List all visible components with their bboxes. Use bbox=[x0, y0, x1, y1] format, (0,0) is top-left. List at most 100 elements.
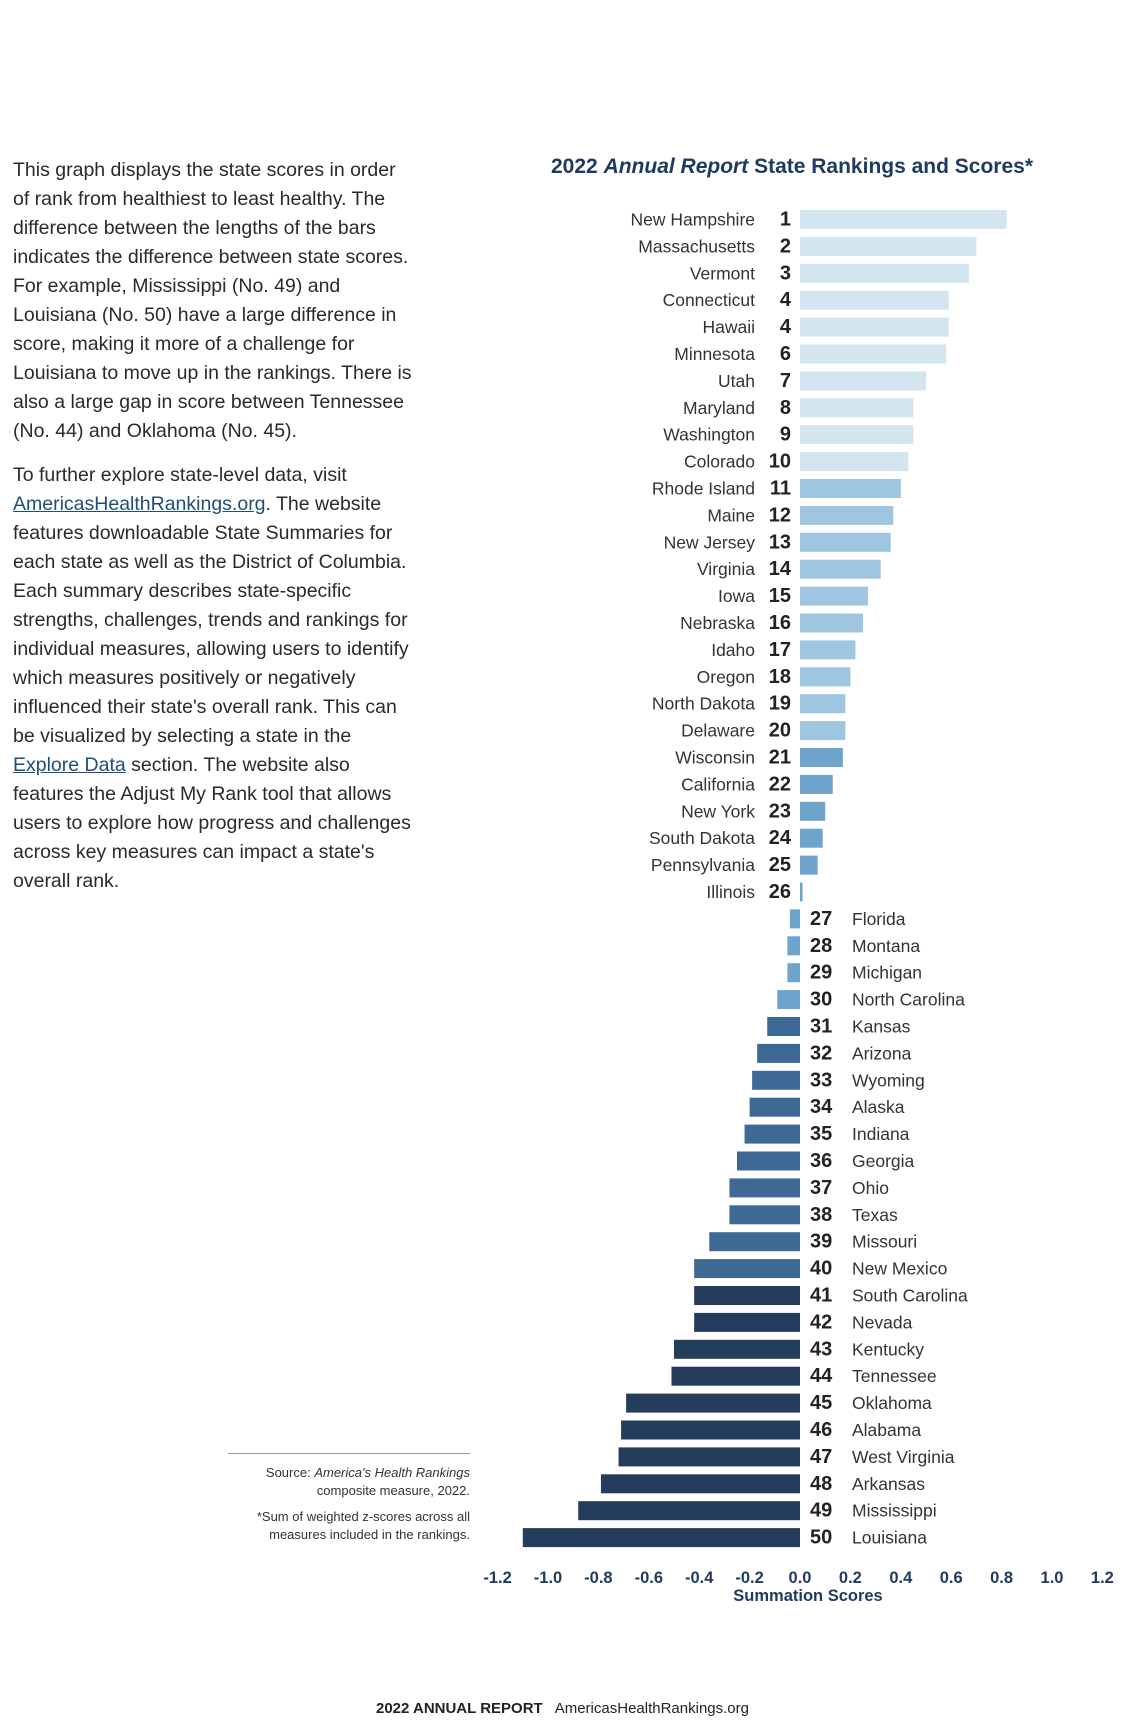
bar bbox=[800, 721, 846, 741]
rank-label: 43 bbox=[810, 1338, 832, 1360]
rank-label: 35 bbox=[810, 1123, 832, 1145]
state-label: Nevada bbox=[852, 1312, 913, 1332]
bar bbox=[800, 371, 926, 391]
state-label: New York bbox=[681, 801, 755, 821]
bar bbox=[789, 909, 800, 929]
state-label: Oregon bbox=[697, 667, 755, 687]
rank-label: 33 bbox=[810, 1069, 832, 1091]
state-label: Georgia bbox=[852, 1151, 915, 1171]
bar bbox=[522, 1528, 800, 1548]
chart-title-pre: 2022 bbox=[551, 155, 604, 178]
bar bbox=[618, 1447, 800, 1467]
bar bbox=[767, 1017, 800, 1036]
state-label: Hawaii bbox=[702, 317, 755, 337]
rank-label: 1 bbox=[780, 209, 791, 231]
state-label: South Dakota bbox=[649, 828, 755, 848]
state-label: Minnesota bbox=[674, 344, 755, 364]
chart-title: 2022 Annual Report State Rankings and Sc… bbox=[551, 155, 1033, 179]
state-label: Montana bbox=[852, 936, 920, 956]
x-tick-label: 0.0 bbox=[789, 1569, 812, 1587]
chart-title-post: State Rankings and Scores* bbox=[748, 155, 1033, 178]
state-label: Alabama bbox=[852, 1420, 921, 1440]
x-tick-label: 0.2 bbox=[839, 1569, 862, 1587]
rank-label: 12 bbox=[769, 504, 791, 526]
state-label: Kansas bbox=[852, 1017, 911, 1037]
bar bbox=[757, 1043, 800, 1063]
bar bbox=[600, 1474, 800, 1494]
bar bbox=[800, 586, 869, 606]
rank-label: 48 bbox=[810, 1473, 832, 1495]
rank-label: 17 bbox=[769, 639, 791, 661]
source-label: Source: bbox=[265, 1465, 315, 1480]
state-label: Oklahoma bbox=[852, 1393, 932, 1413]
rank-label: 16 bbox=[769, 612, 791, 634]
rank-label: 42 bbox=[810, 1311, 832, 1333]
state-label: Florida bbox=[852, 909, 906, 929]
rank-label: 24 bbox=[769, 827, 792, 849]
state-label: Indiana bbox=[852, 1124, 910, 1144]
state-label: Maryland bbox=[683, 398, 755, 418]
state-label: Texas bbox=[852, 1205, 898, 1225]
bar bbox=[800, 828, 823, 848]
rank-label: 40 bbox=[810, 1258, 832, 1280]
x-tick-label: 0.4 bbox=[889, 1569, 913, 1587]
bar bbox=[578, 1501, 800, 1521]
rank-label: 22 bbox=[769, 773, 791, 795]
americas-health-rankings-link[interactable]: AmericasHealthRankings.org bbox=[13, 493, 266, 515]
bar bbox=[694, 1286, 800, 1305]
intro-p2-text-b: . The website features downloadable Stat… bbox=[13, 493, 409, 747]
bar bbox=[800, 855, 818, 875]
rank-label: 6 bbox=[780, 343, 791, 365]
rank-label: 18 bbox=[769, 666, 791, 688]
bar bbox=[737, 1151, 800, 1171]
x-axis-label: Summation Scores bbox=[733, 1587, 882, 1605]
source-name: America's Health Rankings bbox=[314, 1465, 470, 1480]
rank-label: 11 bbox=[770, 478, 791, 500]
state-label: Delaware bbox=[681, 721, 755, 741]
source-note: Source: America's Health Rankings composi… bbox=[200, 1464, 470, 1552]
bar bbox=[621, 1420, 800, 1440]
state-label: West Virginia bbox=[852, 1447, 955, 1467]
bar bbox=[752, 1070, 800, 1090]
state-label: California bbox=[681, 774, 755, 794]
intro-paragraph-2: To further explore state-level data, vis… bbox=[13, 461, 413, 896]
page-footer: 2022 ANNUAL REPORT AmericasHealthRankings… bbox=[0, 1700, 1125, 1717]
state-label: Connecticut bbox=[663, 290, 756, 310]
state-label: Alaska bbox=[852, 1097, 905, 1117]
source-line: Source: America's Health Rankings composi… bbox=[200, 1464, 470, 1500]
source-divider bbox=[228, 1453, 470, 1454]
state-label: Mississippi bbox=[852, 1501, 937, 1521]
state-label: Maine bbox=[707, 505, 755, 525]
bar bbox=[729, 1178, 800, 1198]
rank-label: 23 bbox=[769, 800, 791, 822]
footer-url: AmericasHealthRankings.org bbox=[554, 1700, 749, 1717]
rank-label: 21 bbox=[769, 747, 791, 769]
state-label: Ohio bbox=[852, 1178, 889, 1198]
bar bbox=[800, 774, 833, 794]
x-tick-label: 0.8 bbox=[990, 1569, 1013, 1587]
x-tick-label: 1.0 bbox=[1041, 1569, 1064, 1587]
intro-paragraph-1: This graph displays the state scores in … bbox=[13, 159, 412, 442]
bar bbox=[800, 532, 891, 552]
rank-label: 9 bbox=[780, 424, 791, 446]
rank-label: 10 bbox=[769, 451, 791, 473]
bar bbox=[671, 1366, 800, 1386]
intro-p2-text-a: To further explore state-level data, vis… bbox=[13, 464, 347, 486]
state-label: Kentucky bbox=[852, 1339, 924, 1359]
bar bbox=[694, 1259, 800, 1279]
x-tick-label: -0.2 bbox=[735, 1569, 763, 1587]
x-tick-label: 0.6 bbox=[940, 1569, 963, 1587]
rank-label: 13 bbox=[769, 531, 791, 553]
rank-label: 27 bbox=[810, 908, 832, 930]
state-label: Michigan bbox=[852, 963, 922, 983]
bar bbox=[800, 398, 914, 418]
state-label: Wisconsin bbox=[675, 748, 755, 768]
state-label: Arizona bbox=[852, 1043, 912, 1063]
bar bbox=[800, 263, 969, 283]
bar bbox=[800, 317, 949, 337]
bar bbox=[800, 505, 894, 525]
bar bbox=[800, 344, 947, 364]
explore-data-link[interactable]: Explore Data bbox=[13, 754, 126, 776]
rank-label: 47 bbox=[810, 1446, 832, 1468]
